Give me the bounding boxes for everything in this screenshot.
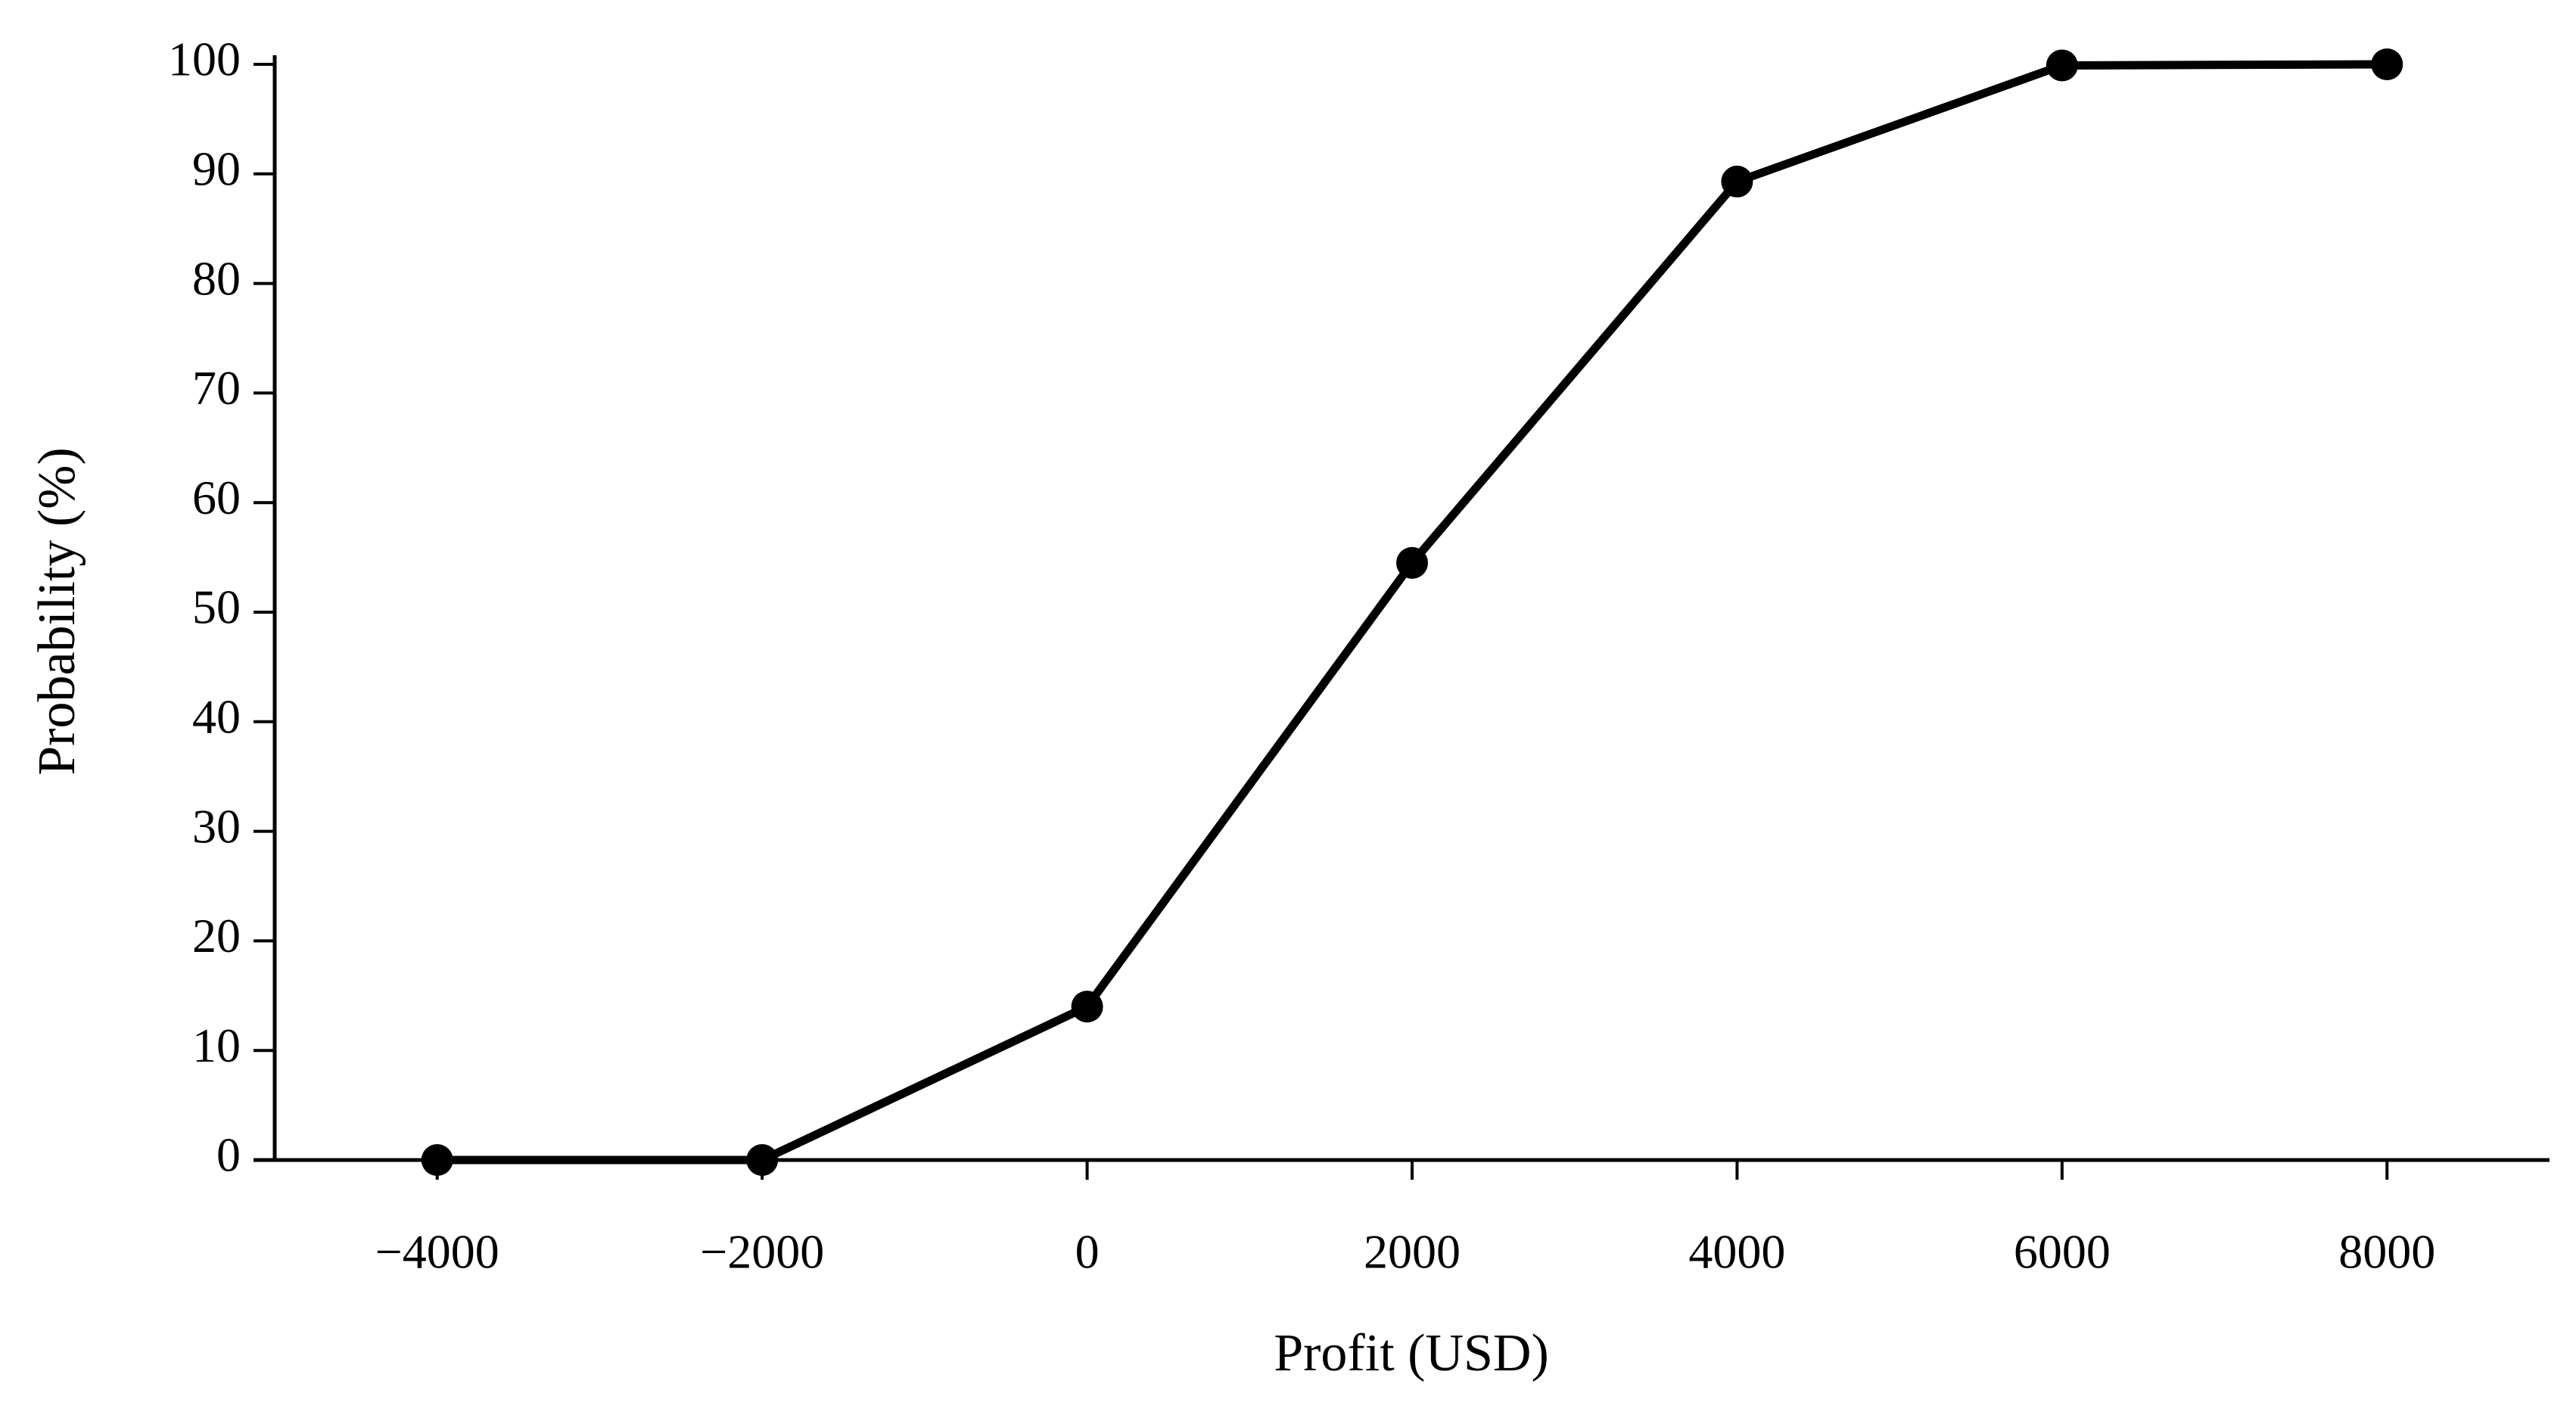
y-tick-label: 90 [192, 142, 241, 195]
data-point [2371, 48, 2403, 80]
data-point [421, 1144, 453, 1176]
y-tick-label: 50 [192, 580, 241, 634]
data-point [1071, 991, 1103, 1023]
y-tick-label: 10 [192, 1019, 241, 1072]
data-point [1721, 165, 1753, 197]
y-tick-label: 20 [192, 909, 241, 963]
y-tick-label: 40 [192, 689, 241, 743]
x-tick-label: 6000 [2014, 1225, 2111, 1279]
x-tick-label: 2000 [1364, 1225, 1461, 1279]
y-tick-label: 100 [168, 33, 241, 86]
x-tick-label: 4000 [1688, 1225, 1785, 1279]
data-point [2046, 49, 2078, 82]
y-tick-label: 80 [192, 251, 241, 305]
data-point [1396, 546, 1428, 579]
x-axis-label: Profit (USD) [1274, 1324, 1549, 1382]
x-tick-label: 8000 [2338, 1225, 2435, 1279]
data-point [746, 1144, 779, 1176]
x-tick-label: −2000 [700, 1225, 824, 1279]
y-axis-label: Probability (%) [28, 447, 86, 776]
x-tick-label: −4000 [375, 1225, 499, 1279]
y-tick-label: 60 [192, 471, 241, 524]
y-tick-label: 30 [192, 799, 241, 853]
x-tick-label: 0 [1075, 1225, 1100, 1279]
y-tick-label: 70 [192, 361, 241, 415]
y-tick-label: 0 [216, 1128, 241, 1182]
series-line [437, 60, 2388, 1165]
